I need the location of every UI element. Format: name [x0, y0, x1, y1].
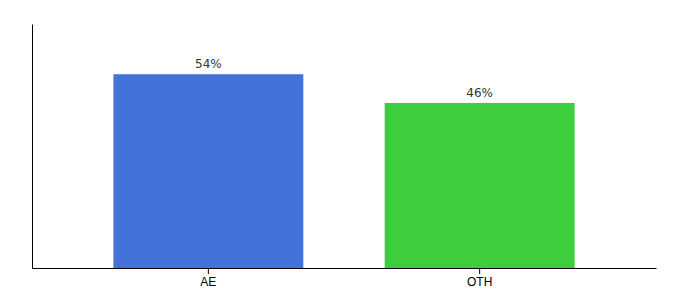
bar — [113, 74, 303, 268]
x-tick: AE — [200, 268, 216, 289]
data-label: 46% — [466, 86, 493, 100]
chart-container: AE OTH 54% 46% — [0, 0, 680, 300]
data-label: 54% — [195, 57, 222, 71]
y-axis-line — [32, 25, 33, 269]
x-tick-mark — [208, 268, 209, 274]
x-tick-label: AE — [200, 275, 216, 289]
bars — [113, 74, 574, 268]
x-axis: AE OTH — [33, 268, 657, 289]
x-tick: OTH — [467, 268, 492, 289]
data-labels: 54% 46% — [195, 57, 493, 100]
chart-svg: AE OTH 54% 46% — [0, 0, 680, 300]
x-tick-label: OTH — [467, 275, 492, 289]
x-tick-mark — [479, 268, 480, 274]
bar — [385, 103, 575, 268]
y-axis — [32, 25, 33, 269]
plot-area: AE OTH 54% 46% — [33, 25, 657, 289]
x-axis-line — [33, 268, 657, 269]
